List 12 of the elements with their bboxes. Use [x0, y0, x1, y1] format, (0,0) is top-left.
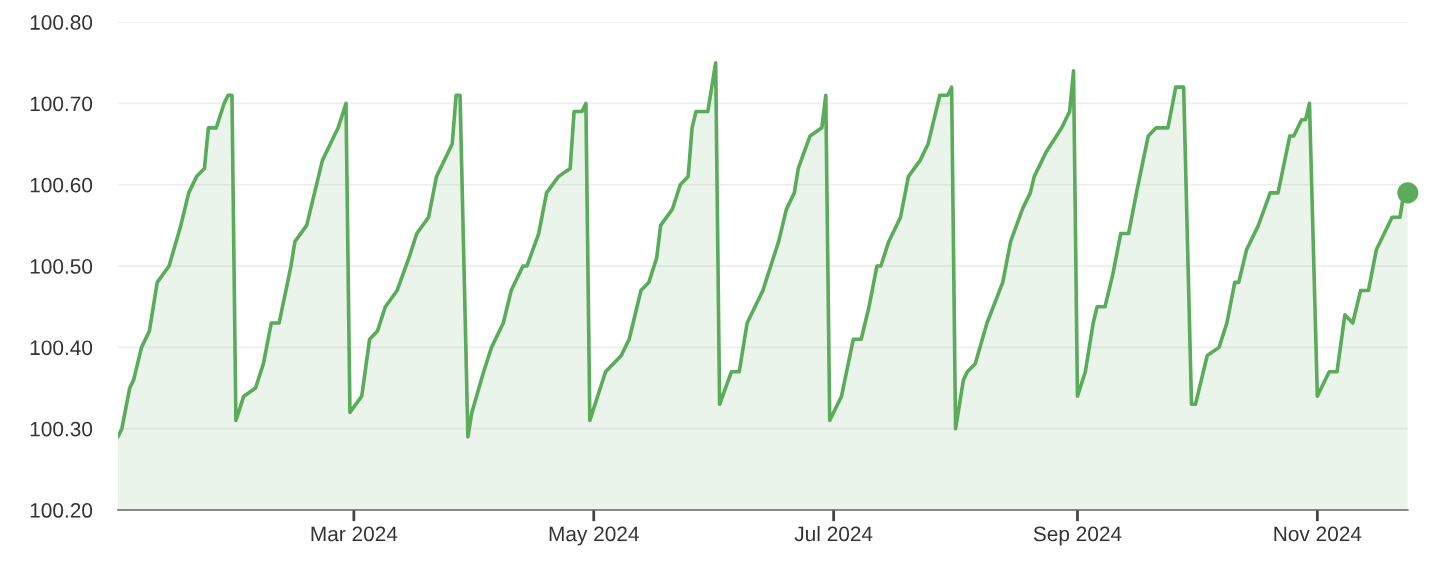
x-tick-label: Mar 2024 [311, 526, 398, 542]
y-tick-label: 100.80 [30, 15, 93, 30]
y-tick-label: 100.40 [30, 340, 93, 356]
x-tick-label: Jul 2024 [794, 525, 873, 542]
y-tick-label: 100.30 [30, 421, 93, 437]
y-tick-label: 100.60 [30, 177, 93, 193]
x-tick-label: May 2024 [549, 526, 639, 546]
x-tick-label: Sep 2024 [1033, 526, 1122, 546]
y-tick-label: 100.70 [30, 96, 93, 112]
y-tick-label: 100.20 [30, 503, 93, 518]
y-tick-label: 100.50 [30, 259, 93, 274]
x-tick-label: Nov 2024 [1274, 526, 1362, 542]
